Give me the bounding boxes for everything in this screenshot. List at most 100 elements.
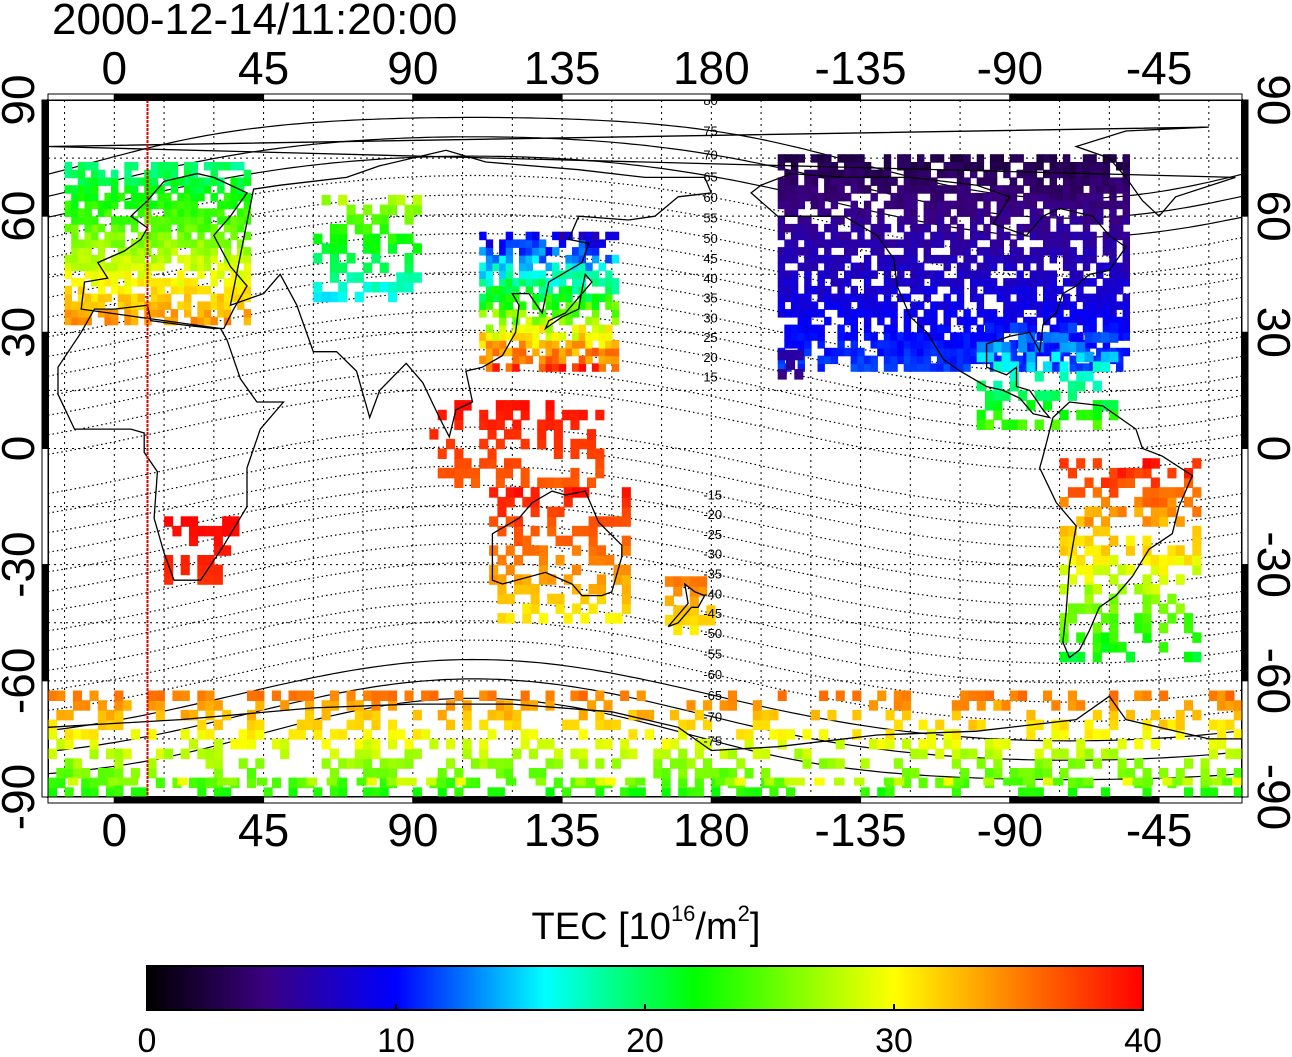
tec-cell: [217, 309, 225, 318]
tec-cell: [970, 239, 978, 248]
tec-cell: [545, 400, 555, 411]
tec-cell: [519, 347, 527, 357]
tec-cell: [522, 613, 532, 624]
tec-cell: [197, 574, 207, 585]
tec-cell: [1101, 525, 1111, 537]
tec-cell: [537, 438, 547, 450]
tec-cell: [354, 709, 364, 721]
tec-cell: [371, 768, 381, 779]
tec-cell: [532, 301, 540, 310]
tec-cell: [591, 293, 600, 303]
tec-cell: [454, 400, 464, 411]
tec-cell: [487, 787, 497, 797]
tec-cell: [552, 278, 560, 287]
tec-cell: [91, 216, 99, 225]
tec-cell: [1043, 270, 1051, 279]
tec-cell: [562, 477, 572, 488]
tec-cell: [1049, 309, 1057, 318]
tec-cell: [170, 162, 179, 171]
tec-cell: [155, 748, 165, 760]
tec-cell: [492, 254, 500, 264]
tec-cell: [1016, 247, 1024, 256]
tec-cell: [797, 293, 805, 303]
tec-cell: [210, 254, 218, 264]
tec-cell: [1076, 270, 1084, 279]
tec-cell: [570, 748, 580, 760]
tec-cell: [1092, 525, 1102, 537]
tec-cell: [863, 239, 872, 248]
tec-cell: [596, 516, 606, 527]
tec-cell: [164, 169, 172, 179]
tec-cell: [605, 293, 613, 303]
tec-cell: [761, 719, 771, 731]
tec-cell: [1125, 535, 1135, 547]
tec-cell: [1029, 324, 1038, 334]
tec-cell: [790, 254, 799, 264]
tec-cell: [184, 231, 192, 241]
tec-cell: [48, 690, 58, 701]
tec-cell: [243, 254, 252, 264]
tec-cell: [1059, 496, 1069, 508]
tec-cell: [1062, 154, 1071, 163]
tec-cell: [147, 729, 157, 740]
tec-cell: [71, 247, 79, 256]
tec-cell: [499, 340, 507, 349]
tec-cell: [97, 254, 106, 264]
tec-cell: [1092, 632, 1102, 643]
tec-cell: [197, 270, 205, 279]
tec-cell: [553, 748, 563, 760]
tec-cell: [804, 347, 812, 357]
tec-cell: [570, 438, 580, 450]
tec-cell: [454, 458, 464, 469]
tec-cell: [817, 324, 825, 334]
tec-cell: [1016, 309, 1024, 318]
tec-cell: [956, 154, 965, 163]
tec-cell: [572, 285, 580, 295]
land-outline: [667, 582, 706, 628]
tec-cell: [578, 254, 587, 264]
tec-cell: [1026, 768, 1036, 779]
tec-cell: [223, 262, 232, 272]
tec-cell: [903, 363, 912, 372]
tec-cell: [976, 351, 986, 363]
colorbar-tick-label: 40: [1124, 1022, 1162, 1057]
tec-cell: [678, 787, 688, 797]
tec-cell: [197, 787, 207, 797]
tec-cell: [868, 700, 878, 711]
tec-cell: [963, 192, 971, 202]
tec-cell: [1122, 309, 1130, 318]
tec-cell: [77, 208, 86, 217]
tec-cell: [572, 301, 580, 310]
tec-cell: [1018, 787, 1028, 797]
tec-cell: [230, 223, 238, 233]
tec-cell: [804, 301, 812, 310]
tec-cell: [837, 169, 845, 179]
tec-cell: [321, 291, 331, 303]
tec-cell: [993, 409, 1003, 421]
tec-cell: [117, 254, 126, 264]
tec-cell: [1069, 192, 1077, 202]
tec-cell: [797, 332, 805, 341]
tec-cell: [492, 347, 500, 357]
tec-cell: [613, 613, 623, 624]
tec-cell: [963, 270, 971, 279]
tec-cell: [817, 340, 825, 349]
tec-cell: [943, 309, 951, 318]
tec-cell: [611, 355, 620, 365]
tec-cell: [1023, 200, 1031, 210]
tec-cell: [910, 162, 918, 171]
tec-cell: [437, 768, 447, 779]
tec-cell: [1062, 223, 1071, 233]
tec-cell: [487, 758, 497, 769]
tec-cell: [635, 777, 646, 786]
tec-cell: [804, 177, 812, 186]
tec-cell: [1101, 516, 1111, 527]
tec-cell: [1067, 758, 1077, 769]
tec-cell: [1003, 324, 1011, 334]
tec-cell: [1142, 458, 1152, 469]
tec-cell: [943, 340, 951, 349]
tec-cell: [1003, 200, 1011, 210]
tec-cell: [777, 200, 786, 210]
tec-cell: [514, 516, 524, 527]
tec-cell: [217, 185, 225, 194]
